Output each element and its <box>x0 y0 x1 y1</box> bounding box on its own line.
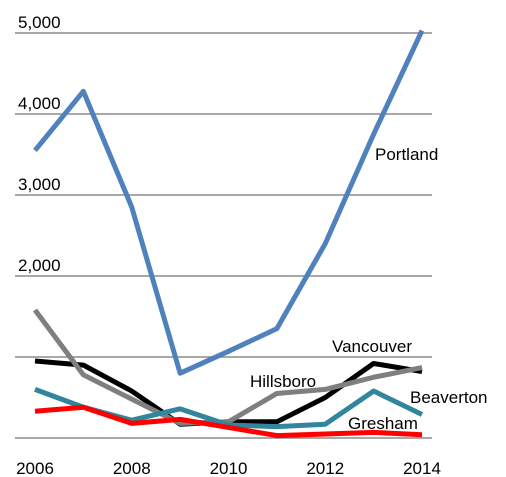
x-tick-label: 2012 <box>306 459 344 477</box>
x-tick-label: 2006 <box>16 459 54 477</box>
x-tick-label: 2014 <box>403 459 441 477</box>
y-tick-label: 5,000 <box>18 13 61 32</box>
x-tick-label: 2010 <box>210 459 248 477</box>
series-label: Portland <box>375 145 438 164</box>
series-label: Beaverton <box>410 388 488 407</box>
series-line <box>32 308 423 426</box>
series-line <box>34 404 423 439</box>
x-tick-label: 2008 <box>113 459 151 477</box>
y-tick-label: 3,000 <box>18 175 61 194</box>
series-label: Hillsboro <box>250 372 316 391</box>
series-label: Gresham <box>348 414 418 433</box>
series-line <box>33 29 425 376</box>
series-label: Vancouver <box>332 337 412 356</box>
y-tick-label: 2,000 <box>18 256 61 275</box>
y-tick-label: 4,000 <box>18 94 61 113</box>
